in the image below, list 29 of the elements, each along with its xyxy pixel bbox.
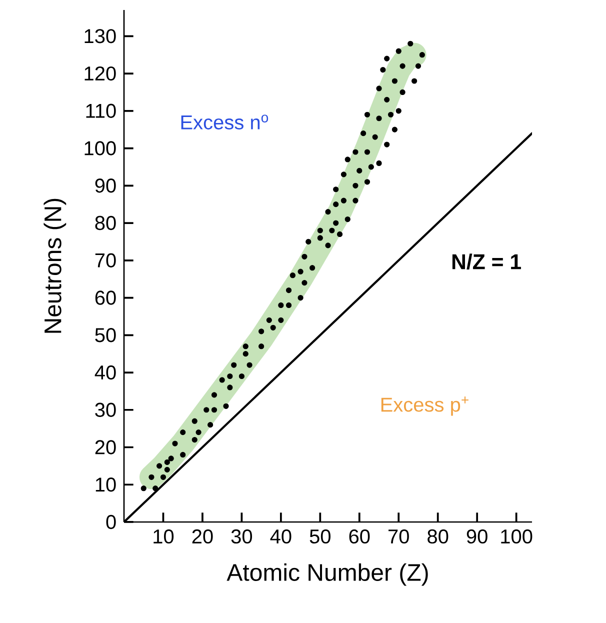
x-tick-label: 10 [154,529,174,544]
x-tick-label: 60 [349,529,370,544]
annotation: Excess n$^{o}$ [181,114,268,130]
x-tick-label: 50 [310,529,330,544]
y-axis-title: Neutrons (N) [44,198,66,333]
y-tick-label: 0 [106,514,116,530]
y-tick-label: 50 [95,328,116,342]
y-tick-label: 70 [95,253,116,268]
x-tick-label: 30 [231,529,252,544]
y-tick-label: 10 [96,478,116,492]
x-axis-title: Atomic Number (Z) [226,563,428,586]
y-tick-label: 20 [95,440,116,454]
y-tick-label: 40 [94,365,116,380]
annotation: Excess p$^{+}$ [381,396,468,416]
y-tick-label: 60 [95,290,116,305]
x-tick-label: 90 [466,529,488,544]
x-tick-label: 80 [428,529,448,544]
x-tick-label: 20 [192,529,213,544]
y-tick-label: 120 [84,66,116,81]
series-label: N/Z = 1 [452,254,521,270]
y-tick-label: 100 [84,141,116,156]
y-tick-label: 80 [95,216,116,230]
y-tick-label: 130 [84,29,116,44]
x-tick-label: 40 [270,529,292,544]
y-tick-label: 30 [95,402,116,417]
y-tick-label: 110 [86,104,116,118]
x-tick-label: 100 [501,529,532,544]
x-tick-label: 70 [388,529,409,544]
y-tick-label: 90 [95,178,116,193]
